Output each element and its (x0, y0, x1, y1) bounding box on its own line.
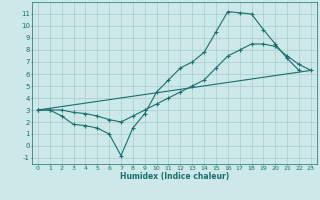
X-axis label: Humidex (Indice chaleur): Humidex (Indice chaleur) (120, 172, 229, 181)
